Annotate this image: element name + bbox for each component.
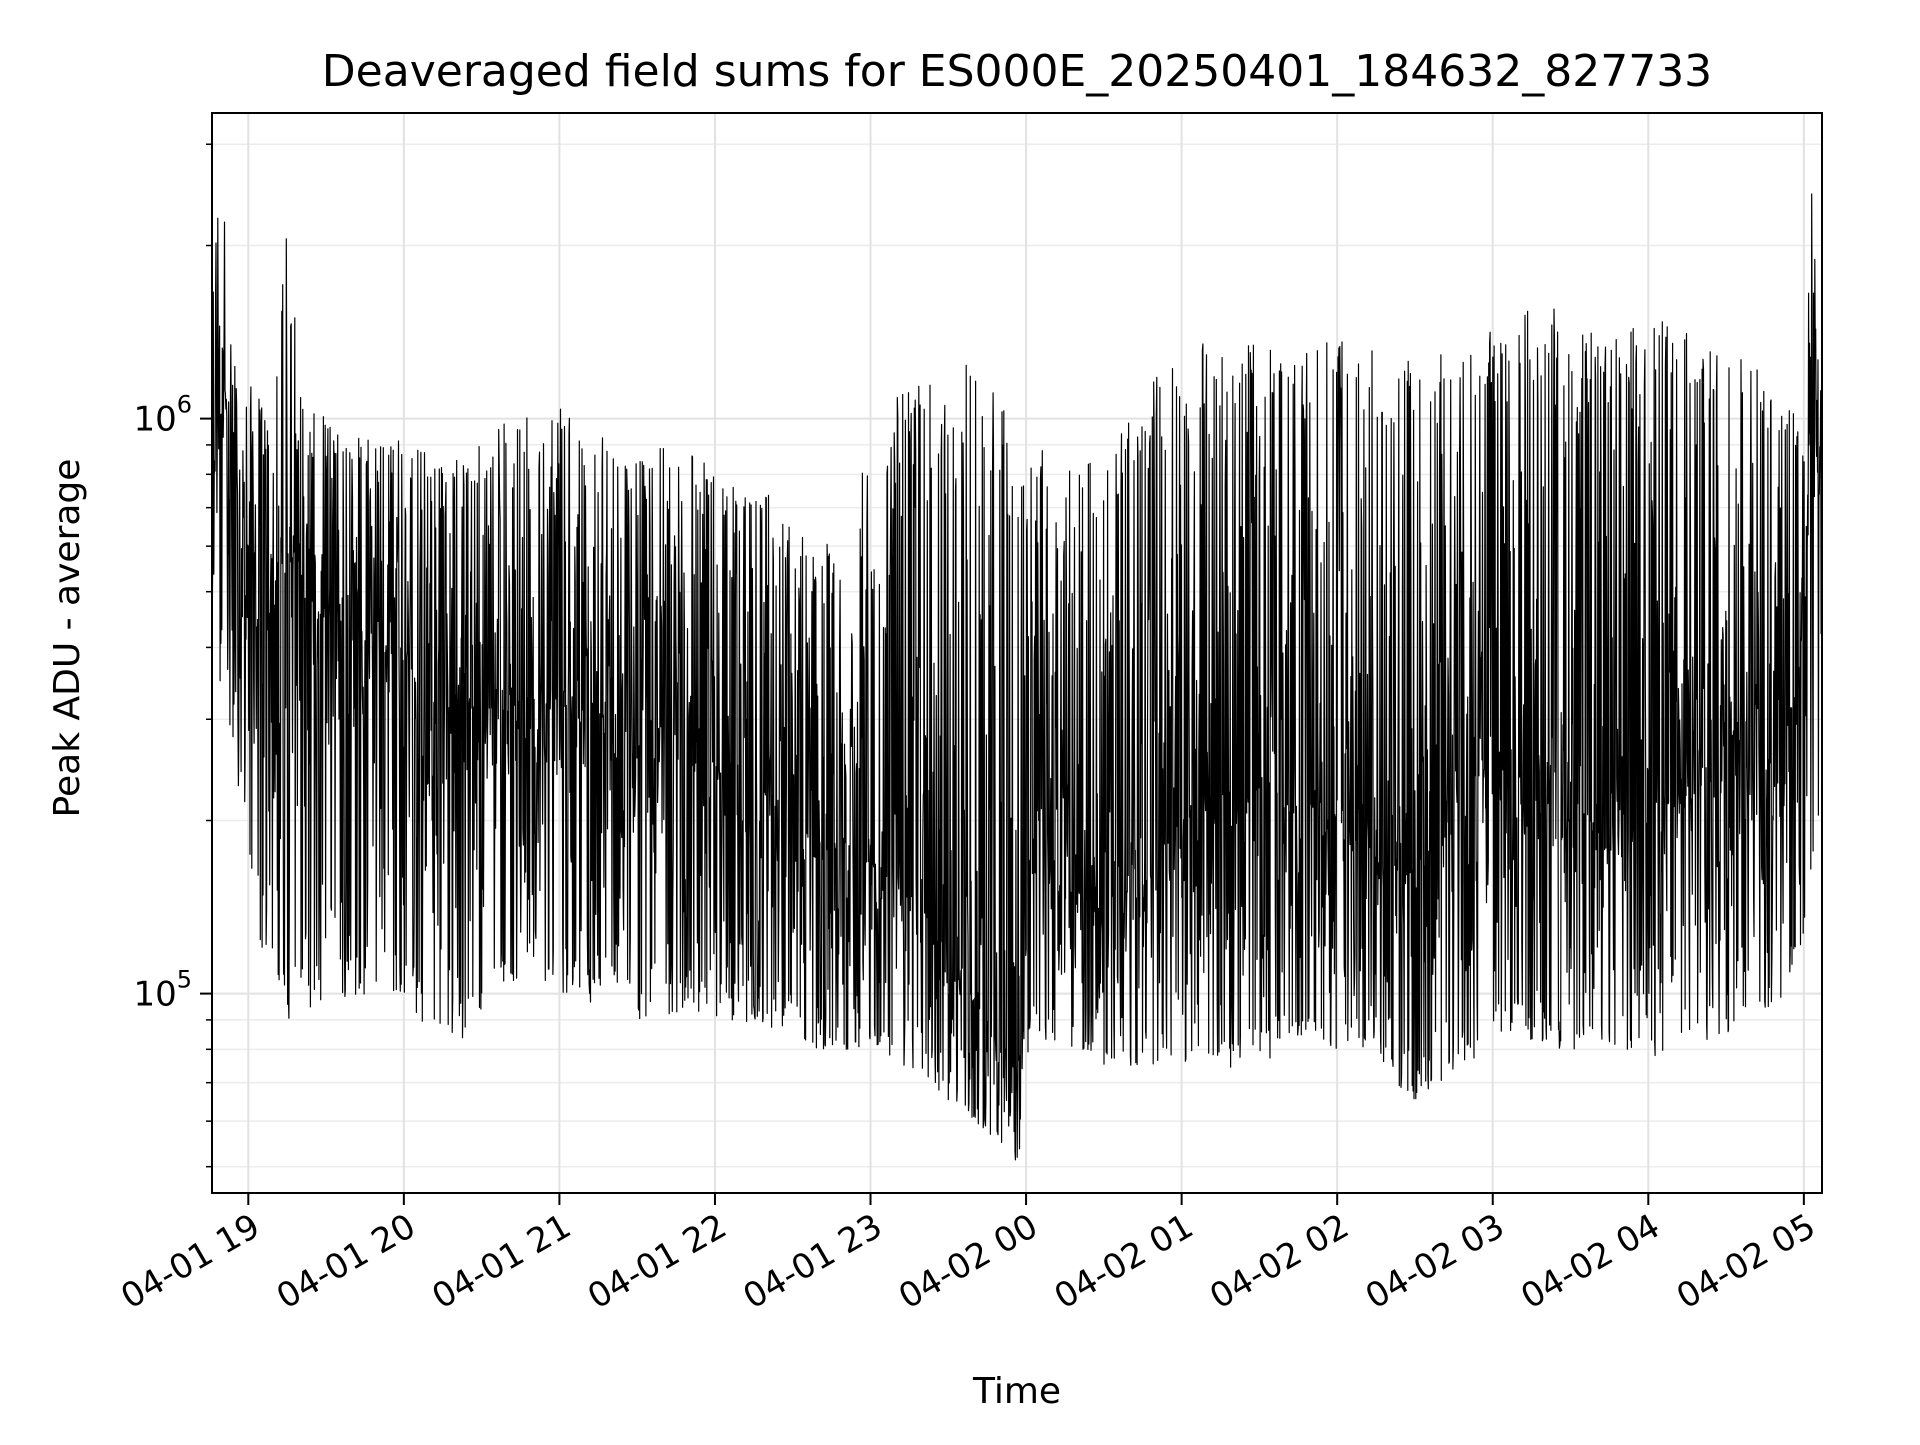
y-tick-label: 105	[133, 966, 192, 1015]
x-axis-label: Time	[972, 1371, 1061, 1412]
series-line	[211, 193, 1823, 1161]
y-axis-label: Peak ADU - average	[47, 459, 88, 818]
chart-title: Deaveraged field sums for ES000E_2025040…	[322, 46, 1712, 97]
y-tick-label: 106	[133, 391, 192, 440]
plot-frame	[211, 112, 1823, 1194]
series-layer	[211, 193, 1823, 1161]
